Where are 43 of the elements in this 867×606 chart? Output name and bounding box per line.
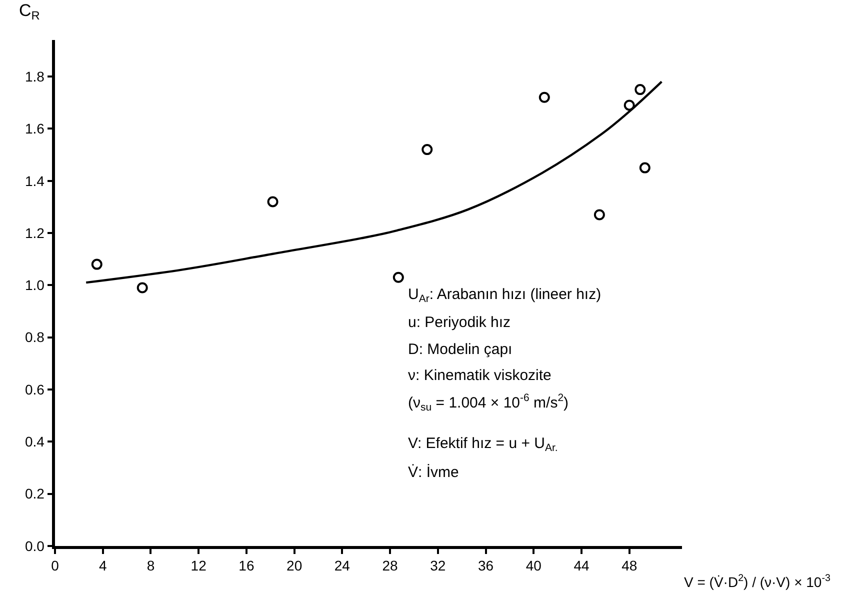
- x-tick-label: 8: [146, 558, 155, 574]
- line-series: [85, 80, 663, 284]
- y-tick-label: 0.6: [24, 381, 45, 398]
- annotation: (ν$_{su}$ = 1.004 × 10$^{-6}$ m/s$^{2}$): [408, 392, 569, 414]
- point: [624, 100, 635, 111]
- annotation: V̇: İvme: [408, 463, 459, 481]
- x-tick-label: 32: [430, 558, 446, 574]
- annotation: V: Efektif hız = u + U$_{Ar.}$: [408, 435, 558, 454]
- point: [538, 92, 550, 103]
- annotation: D: Modelin çapı: [408, 341, 512, 358]
- point: [392, 272, 404, 283]
- annotation: ν: Kinematik viskozite: [408, 367, 552, 384]
- x-tick-label: 24: [334, 558, 350, 574]
- x-tick-label: 12: [190, 558, 207, 574]
- x-tick-label: 48: [622, 558, 638, 574]
- x-tick-label: 40: [526, 558, 542, 574]
- x-tick-label: 36: [478, 558, 494, 574]
- annotation: U$_{Ar}$: Arabanın hızı (lineer hız): [408, 286, 602, 306]
- point: [422, 144, 433, 156]
- y-tick-label: 0.0: [24, 538, 45, 554]
- x-tick-label: 4: [98, 558, 107, 574]
- point: [267, 196, 278, 208]
- y-axis-title: C$_{R}$: [19, 1, 40, 23]
- y-tick-label: 1.0: [24, 277, 45, 294]
- point: [136, 282, 148, 294]
- x-tick-label: 28: [382, 558, 398, 574]
- y-tick-label: 1.6: [24, 120, 45, 137]
- x-axis-title: V = (V̇·D$^{2}$) / (ν·V) × 10$^{-3}$: [684, 573, 831, 590]
- point: [91, 258, 102, 270]
- point: [639, 162, 650, 174]
- annotation: u: Periyodik hız: [408, 314, 511, 331]
- y-tick-label: 0.4: [24, 434, 45, 450]
- point: [634, 84, 646, 96]
- point: [594, 209, 605, 220]
- y-tick-label: 1.2: [24, 224, 45, 241]
- x-tick-label: 20: [286, 558, 302, 574]
- y-tick-label: 0.8: [24, 329, 45, 346]
- y-tick-label: 1.8: [24, 68, 45, 84]
- x-tick-label: 16: [238, 558, 254, 574]
- x-tick-label: 0: [51, 558, 60, 574]
- x-tick-label: 44: [574, 558, 590, 574]
- y-tick-label: 1.4: [24, 172, 45, 189]
- y-tick-label: 0.2: [24, 486, 45, 502]
